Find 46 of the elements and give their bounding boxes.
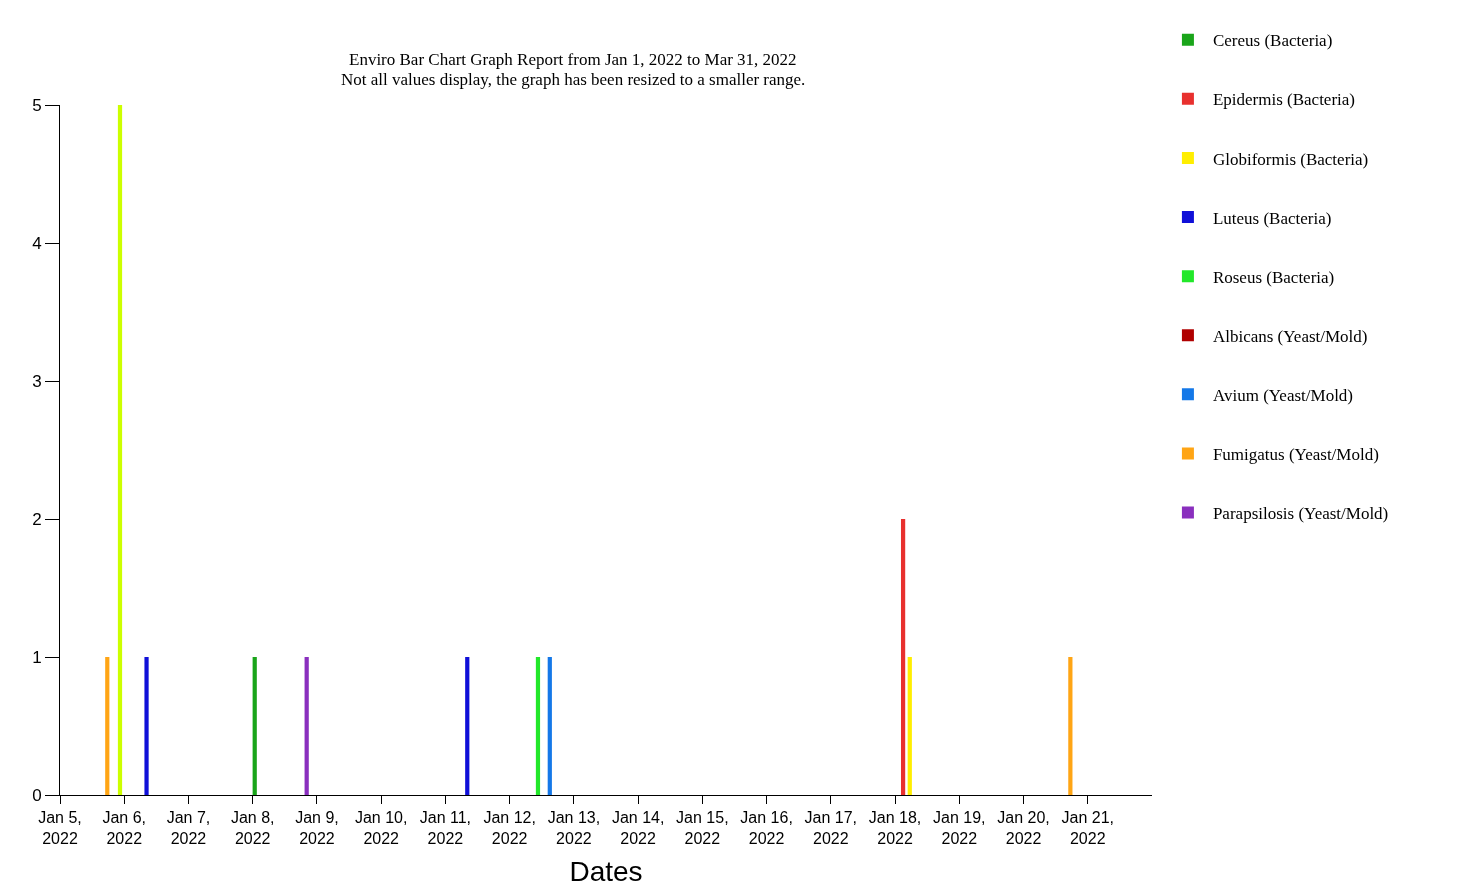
bar: [535, 657, 541, 795]
bar: [900, 519, 906, 795]
legend-label: Luteus (Bacteria): [1212, 208, 1332, 228]
y-tick-label: 0: [32, 785, 42, 805]
x-tick-label: Jan 5, 2022: [38, 809, 82, 847]
y-tick-label: 4: [32, 233, 42, 253]
legend-label: Roseus (Bacteria): [1212, 267, 1335, 287]
bar: [252, 657, 257, 795]
y-tick-label: 1: [32, 647, 42, 667]
legend-label: Parapsilosis (Yeast/Mold): [1212, 504, 1389, 524]
x-tick-label: Jan 15, 2022: [676, 809, 729, 847]
legend-label: Epidermis (Bacteria): [1212, 90, 1355, 110]
x-tick-label: Jan 12, 2022: [483, 809, 536, 847]
x-tick-label: Jan 19, 2022: [933, 809, 986, 847]
bar: [117, 105, 123, 795]
x-tick-label: Jan 11, 2022: [419, 809, 472, 847]
x-tick-label: Jan 14, 2022: [611, 809, 665, 847]
x-tick-label: Jan 10, 2022: [354, 809, 408, 847]
x-tick-label: Jan 13, 2022: [547, 809, 601, 847]
legend-label: Avium (Yeast/Mold): [1212, 385, 1354, 405]
legend-label: Fumigatus (Yeast/Mold): [1212, 445, 1379, 465]
bar: [547, 657, 552, 795]
x-tick-label: Jan 8, 2022: [230, 809, 275, 847]
bar: [907, 657, 912, 795]
x-tick-label: Jan 17, 2022: [804, 809, 858, 847]
y-tick-label: 5: [32, 95, 42, 115]
x-tick-label: Jan 20, 2022: [997, 809, 1050, 847]
bar: [144, 657, 149, 795]
legend-label: Globiformis (Bacteria): [1212, 149, 1369, 169]
x-tick-label: Jan 9, 2022: [295, 809, 339, 847]
x-tick-label: Jan 16, 2022: [740, 809, 793, 847]
x-tick-label: Jan 7, 2022: [166, 809, 211, 847]
x-tick-label: Jan 21, 2022: [1061, 809, 1114, 847]
x-tick-label: Jan 18, 2022: [868, 809, 922, 847]
bar: [304, 657, 309, 795]
legend-label: Cereus (Bacteria): [1212, 31, 1333, 51]
y-tick-label: 3: [32, 371, 42, 391]
bar: [465, 657, 470, 795]
chart-subtitle: Enviro Bar Chart Graph Report from Jan 1, 2022 to Mar 31, 2022: [349, 50, 797, 69]
x-axis-title: Dates: [569, 856, 643, 888]
bar: [1068, 657, 1073, 795]
x-tick-label: Jan 6, 2022: [102, 809, 147, 847]
bar: [105, 657, 110, 795]
y-tick-label: 2: [32, 509, 42, 529]
legend-label: Albicans (Yeast/Mold): [1212, 326, 1368, 346]
text: Not all values display, the graph has been resized to a smaller range.: [341, 70, 806, 89]
